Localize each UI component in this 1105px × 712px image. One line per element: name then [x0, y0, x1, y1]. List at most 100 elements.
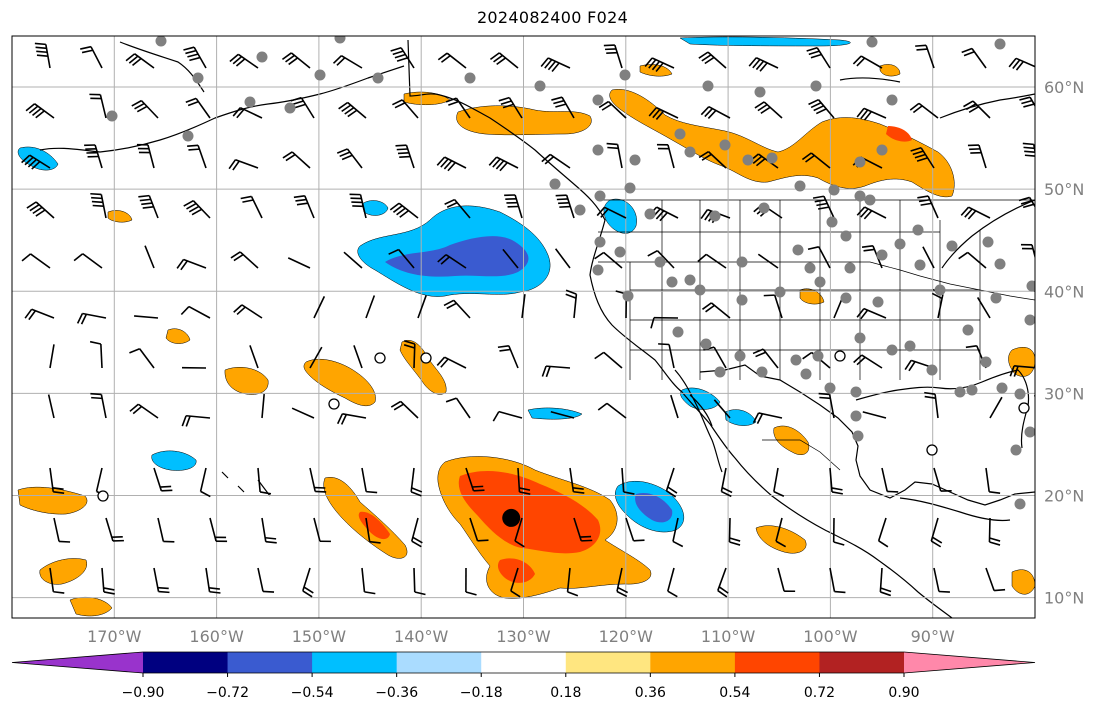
wind-barb: [856, 307, 887, 320]
wind-barb: [49, 467, 65, 494]
wind-barb: [437, 254, 467, 269]
hollow-marker: [374, 352, 386, 364]
wind-barb: [349, 193, 367, 219]
wind-barb: [853, 354, 883, 369]
wind-barb: [1008, 57, 1035, 71]
positive-anomaly-region: [165, 328, 191, 344]
lon-tick-label: 140°W: [394, 627, 449, 646]
wind-barb: [389, 202, 419, 219]
wind-barb: [829, 567, 846, 594]
wind-barb: [621, 467, 635, 495]
wind-barb: [658, 343, 675, 369]
positive-anomaly-core: [458, 470, 601, 554]
station-dot: [334, 36, 346, 44]
station-dot: [946, 240, 958, 252]
wind-barb: [332, 54, 363, 69]
station-dot: [734, 350, 746, 362]
wind-barb: [933, 567, 950, 593]
wind-barb: [49, 567, 65, 594]
wind-barb: [909, 102, 939, 119]
station-dot: [766, 152, 778, 164]
colorbar-swatch: [565, 652, 651, 673]
wind-barb: [185, 97, 211, 119]
wind-barb: [517, 467, 531, 495]
wind-barb: [445, 97, 471, 119]
hollow-marker: [97, 490, 109, 502]
wind-barb: [302, 567, 314, 598]
wind-barb: [343, 251, 363, 269]
wind-barb: [413, 567, 426, 596]
wind-barb: [291, 407, 315, 419]
station-dot: [464, 72, 476, 84]
hollow-marker: [328, 398, 340, 410]
wind-barb: [988, 517, 1001, 546]
colorbar-tick-label: 0.54: [719, 685, 750, 701]
longitude-labels: 170°W 160°W 150°W 140°W 130°W 120°W 110°W 100°W…: [87, 627, 955, 646]
station-dot: [314, 69, 326, 81]
wind-barb: [49, 344, 55, 369]
wind-barb: [554, 248, 571, 269]
wind-barb: [852, 55, 883, 69]
wind-barb: [153, 467, 173, 492]
station-dot: [644, 208, 656, 220]
station-dot: [192, 72, 204, 84]
positive-anomaly-region: [639, 64, 673, 77]
wind-barb: [777, 567, 796, 593]
colorbar-tick-label: −0.54: [291, 685, 334, 701]
wind-barb: [818, 392, 835, 419]
negative-anomaly-core: [635, 492, 673, 523]
station-dot: [244, 96, 256, 108]
wind-barb: [365, 517, 381, 544]
station-dot: [966, 384, 978, 396]
station-dot: [828, 184, 840, 196]
positive-anomaly-region: [879, 64, 901, 77]
station-dot: [629, 154, 641, 166]
station-dot: [926, 364, 938, 376]
wind-barb: [808, 98, 835, 119]
lon-tick-label: 110°W: [701, 627, 756, 646]
wind-barb: [199, 467, 211, 498]
station-dot: [619, 69, 631, 81]
station-dot: [1024, 314, 1035, 326]
station-dot: [736, 256, 748, 268]
wind-barb: [309, 467, 327, 493]
wind-barb: [34, 42, 51, 69]
wind-barb: [763, 294, 783, 319]
station-dot: [756, 366, 768, 378]
colorbar-swatch: [819, 652, 905, 673]
station-dot: [1014, 498, 1026, 510]
station-dot: [844, 262, 856, 274]
wind-barb: [436, 156, 467, 172]
lat-tick-label: 50°N: [1044, 180, 1084, 199]
wind-barb: [144, 245, 155, 269]
wind-barb: [573, 517, 593, 542]
wind-barb: [228, 158, 259, 171]
wind-barb: [985, 567, 1006, 592]
station-dot: [592, 144, 604, 156]
wind-barb: [541, 365, 571, 378]
wind-barb: [488, 156, 519, 172]
wind-barb: [410, 467, 423, 497]
wind-barb: [498, 96, 523, 119]
wind-barb: [492, 410, 523, 422]
negative-anomaly-region: [361, 200, 389, 216]
wind-barb: [353, 345, 363, 369]
station-dot: [840, 230, 852, 242]
station-dot: [876, 144, 888, 156]
wind-barb: [313, 517, 331, 543]
colorbar-swatch: [734, 652, 820, 673]
wind-barb: [445, 397, 471, 419]
lon-tick-label: 150°W: [292, 627, 347, 646]
station-dot: [886, 94, 898, 106]
wind-barb: [229, 53, 259, 69]
wind-barb: [282, 151, 311, 169]
wind-barb: [489, 52, 519, 69]
wind-barb: [176, 258, 207, 271]
wind-barb: [625, 517, 645, 542]
station-dot: [814, 276, 826, 288]
station-dot: [876, 249, 888, 261]
wind-barb: [773, 467, 785, 498]
wind-barb: [877, 517, 889, 548]
wind-barb: [720, 467, 733, 498]
wind-barb: [702, 302, 731, 319]
